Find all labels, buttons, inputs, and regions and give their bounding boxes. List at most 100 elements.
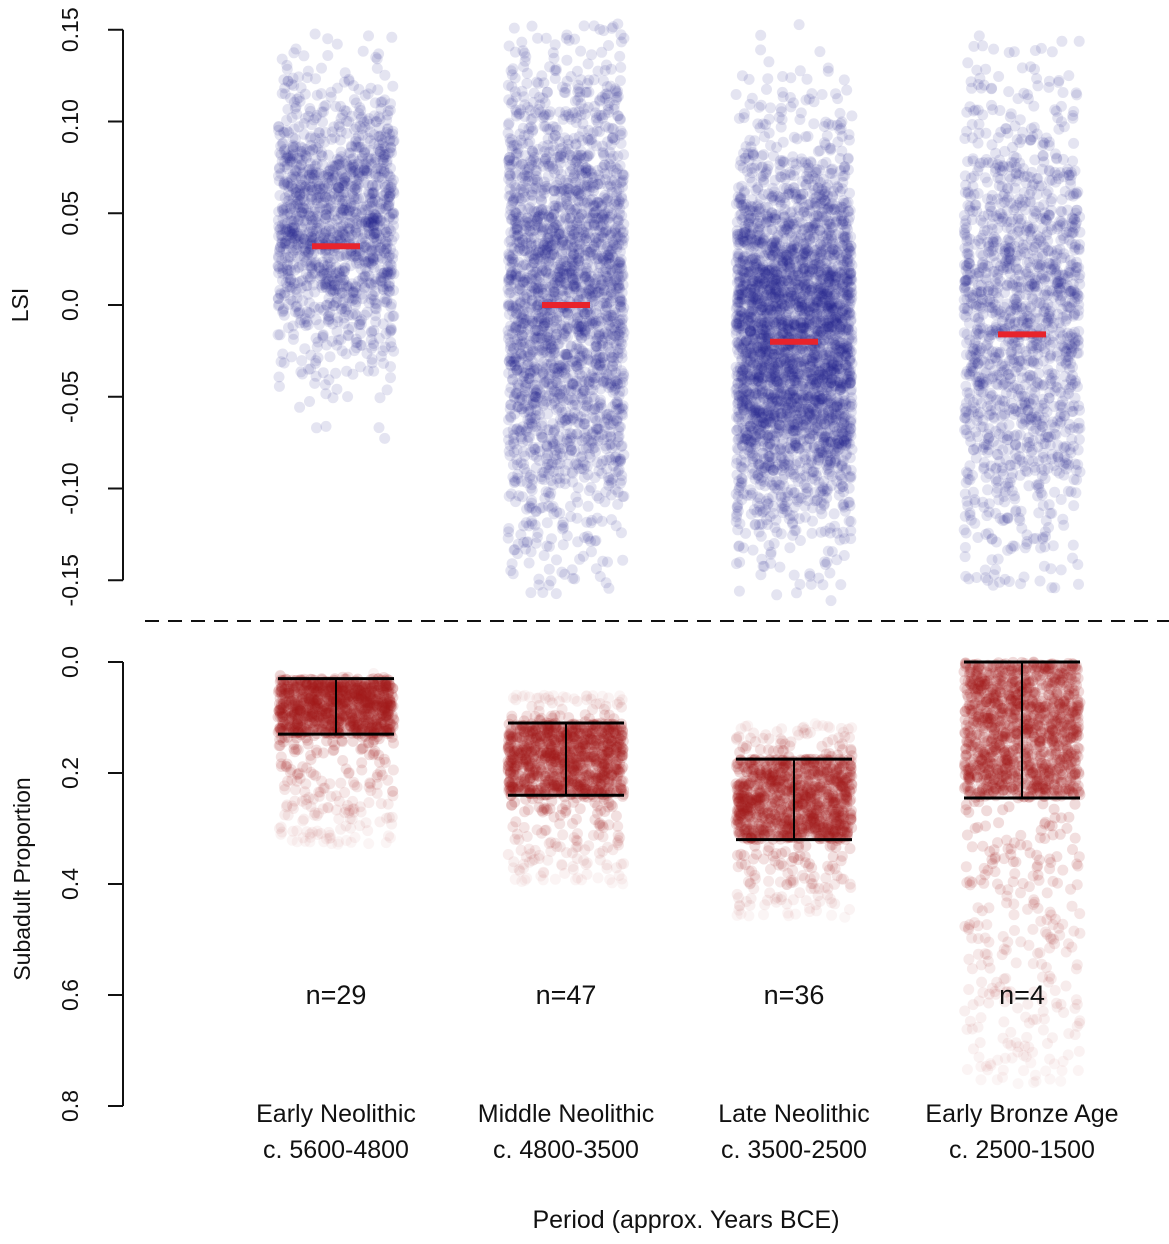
lsi-point: [383, 199, 395, 211]
lsi-point: [564, 435, 576, 447]
lsi-point: [274, 147, 286, 159]
lsi-point: [339, 76, 350, 88]
lsi-point: [580, 227, 592, 239]
lsi-point: [580, 167, 591, 179]
lsi-point: [560, 106, 572, 118]
lsi-point: [287, 320, 299, 332]
lsi-point: [535, 251, 547, 262]
lsi-point: [385, 361, 396, 373]
lsi-point: [578, 20, 590, 32]
lsi-point: [288, 80, 300, 92]
lsi-point: [362, 365, 374, 377]
lsi-point: [603, 122, 615, 134]
lsi-point: [299, 88, 311, 100]
lsi-point: [366, 353, 378, 365]
lsi-point: [602, 556, 613, 568]
lsi-point: [347, 159, 359, 171]
lsi-point: [350, 337, 362, 349]
lsi-point: [567, 370, 579, 381]
lsi-point: [525, 587, 537, 599]
lsi-point: [371, 236, 383, 247]
lsi-point: [328, 286, 339, 298]
lsi-point: [284, 276, 296, 288]
lsi-point: [553, 431, 565, 443]
lsi-point: [351, 342, 362, 354]
lsi-point: [298, 207, 310, 219]
lsi-point: [370, 227, 382, 239]
lsi-point: [354, 315, 366, 327]
lsi-point: [305, 139, 317, 151]
lsi-point: [290, 43, 302, 55]
lsi-point: [291, 108, 303, 120]
lsi-point: [357, 45, 369, 57]
lsi-point: [278, 309, 290, 321]
lsi-point: [572, 496, 584, 508]
lsi-point: [381, 294, 393, 306]
lsi-point: [335, 250, 347, 262]
lsi-point: [385, 259, 397, 271]
lsi-point: [614, 75, 626, 87]
lsi-point: [363, 217, 375, 229]
lsi-point: [542, 424, 554, 436]
lsi-point: [288, 225, 300, 237]
lsi-point: [287, 169, 299, 181]
lsi-point: [371, 62, 383, 74]
lsi-point: [385, 98, 396, 110]
lsi-point: [307, 232, 319, 244]
lsi-point: [370, 153, 382, 165]
lsi-point: [315, 133, 327, 144]
lsi-point: [586, 318, 598, 330]
lsi-point: [570, 384, 582, 396]
lsi-point: [287, 139, 299, 151]
lsi-point: [617, 372, 629, 384]
lsi-point: [303, 110, 314, 122]
lsi-point: [368, 325, 380, 336]
lsi-point: [305, 231, 317, 243]
lsi-point: [599, 496, 611, 508]
lsi-point: [385, 322, 397, 334]
lsi-point: [322, 50, 334, 61]
lsi-point: [304, 210, 316, 222]
lsi-point: [527, 113, 539, 124]
lsi-point: [343, 147, 355, 159]
lsi-point: [587, 182, 599, 194]
lsi-point: [382, 193, 394, 205]
lsi-point: [328, 300, 340, 312]
lsi-point: [295, 82, 307, 94]
lsi-point: [359, 236, 371, 247]
lsi-point: [550, 444, 562, 456]
lsi-point: [281, 152, 293, 164]
lsi-point: [322, 252, 334, 264]
lsi-point: [322, 314, 334, 326]
lsi-point: [384, 249, 395, 261]
lsi-point: [603, 158, 615, 170]
lsi-point: [290, 198, 302, 210]
lsi-point: [602, 205, 614, 217]
lsi-point: [384, 211, 396, 223]
lsi-point: [514, 108, 525, 119]
lsi-point: [508, 391, 520, 403]
lsi-point: [297, 295, 309, 307]
lsi-point: [385, 301, 397, 313]
lsi-point: [535, 388, 547, 400]
lsi-point: [306, 219, 318, 231]
lsi-point: [573, 106, 585, 117]
lsi-point: [615, 29, 627, 41]
lsi-point: [327, 164, 339, 176]
lsi-point: [505, 177, 517, 189]
lsi-point: [304, 132, 316, 144]
lsi-point: [515, 324, 527, 335]
lsi-point: [755, 29, 767, 41]
lsi-point: [276, 229, 288, 241]
lsi-point: [370, 115, 382, 127]
lsi-point: [540, 32, 552, 44]
lsi-point: [350, 135, 362, 147]
lsi-point: [287, 144, 299, 156]
lsi-point: [587, 365, 599, 377]
lsi-point: [337, 195, 349, 207]
lsi-point: [350, 222, 362, 234]
lsi-point: [296, 159, 308, 171]
lsi-point: [328, 121, 340, 133]
lsi-point: [282, 272, 294, 284]
